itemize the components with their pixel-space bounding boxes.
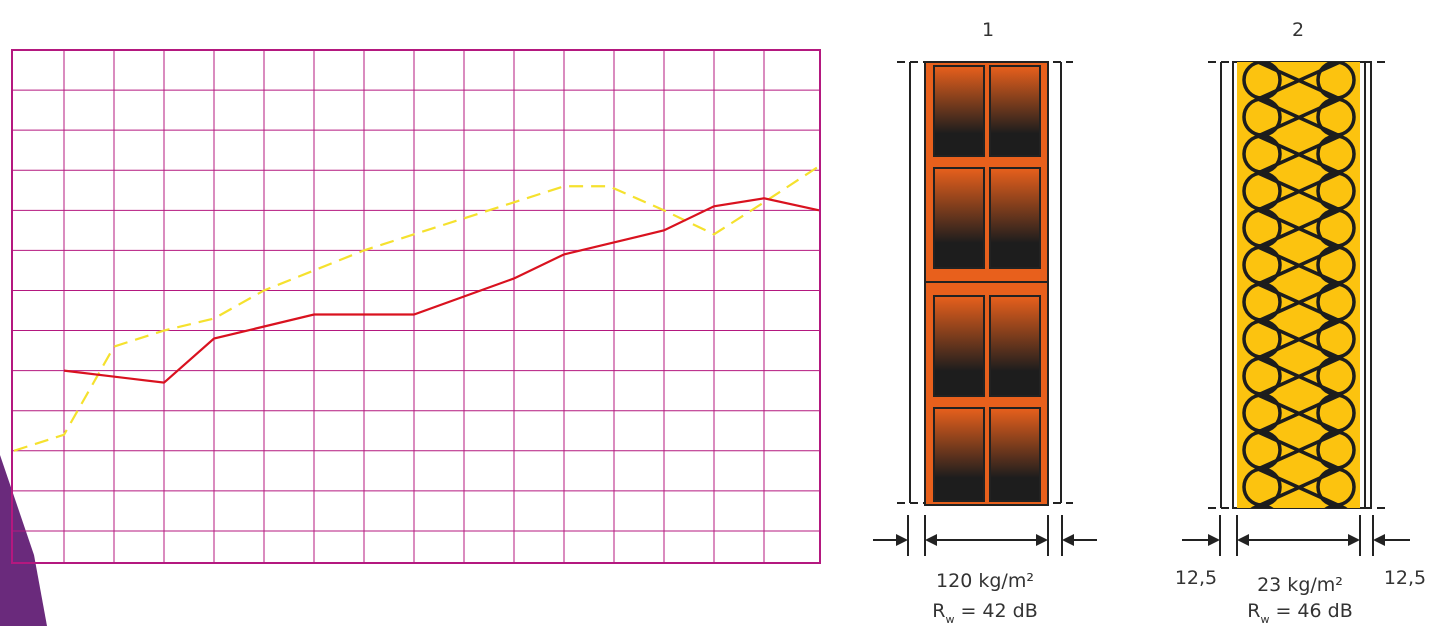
wall-rw: Rw = 42 dB: [932, 600, 1037, 626]
plot-border: [11, 49, 821, 564]
decor-triangle: [0, 455, 47, 626]
rw-subscript: w: [1260, 613, 1269, 626]
wall-rw: Rw = 46 dB: [1247, 600, 1352, 626]
insulation-zigzag: [1256, 62, 1342, 508]
insulation-loop: [1250, 504, 1274, 508]
rw-symbol: R: [932, 600, 945, 622]
wall-mass: 120 kg/m²: [936, 570, 1034, 592]
dimension-lines: [873, 515, 1410, 556]
series-line: [63, 197, 820, 384]
rw-subscript: w: [945, 613, 954, 626]
insulation-loop: [1330, 62, 1342, 63]
rw-value: = 42 dB: [960, 600, 1037, 622]
rw-value: = 46 dB: [1275, 600, 1352, 622]
wall-1: [897, 61, 1073, 506]
wall-2: [1208, 61, 1390, 509]
thickness-label: 12,5: [1384, 567, 1426, 589]
wall-mass: 23 kg/m²: [1257, 574, 1343, 596]
wall-number: 2: [1292, 19, 1304, 41]
thickness-label: 12,5: [1175, 567, 1217, 589]
insulation-loop: [1256, 62, 1268, 63]
wall-number: 1: [982, 19, 994, 41]
rw-symbol: R: [1247, 600, 1260, 622]
series-line: [13, 165, 820, 452]
insulation-zigzag: [1256, 62, 1342, 508]
